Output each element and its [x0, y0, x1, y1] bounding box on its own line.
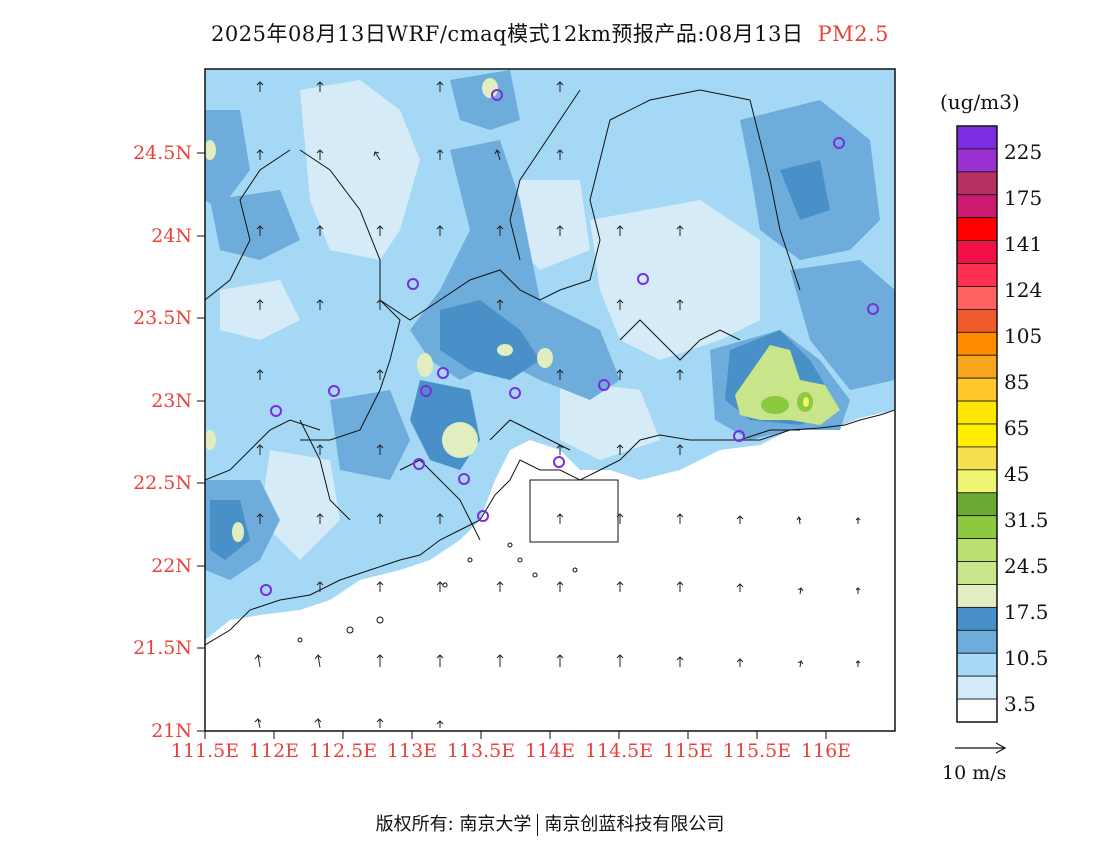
- coastline: [205, 409, 895, 646]
- colorbar-label: 175: [1004, 186, 1043, 210]
- colorbar-swatch: [956, 377, 998, 402]
- colorbar-label: 105: [1004, 324, 1043, 348]
- colorbar-label: 17.5: [1004, 600, 1049, 624]
- colorbar-frame: [956, 125, 998, 723]
- colorbar-swatch: [956, 308, 998, 333]
- colorbar-swatch: [956, 584, 998, 608]
- colorbar-label: 45: [1004, 462, 1030, 486]
- colorbar-swatch: [956, 400, 998, 425]
- wind-vectors: [254, 81, 861, 729]
- colorbar-swatch: [956, 629, 998, 654]
- x-tick-label: 113E: [386, 740, 438, 762]
- colorbar-swatch: [956, 652, 998, 677]
- colorbar-label: 124: [1004, 278, 1043, 302]
- colorbar-label: 85: [1004, 370, 1030, 394]
- colorbar-swatch: [956, 698, 998, 723]
- y-tick-label: 21.5N: [133, 637, 192, 659]
- colorbar-swatch: [956, 538, 998, 562]
- wind-legend-arrow: [955, 742, 1007, 754]
- colorbar-label: 10.5: [1004, 646, 1049, 670]
- colorbar-swatch: [956, 354, 998, 379]
- colorbar-swatch: [956, 446, 998, 471]
- colorbar-label: 24.5: [1004, 554, 1049, 578]
- colorbar-swatch: [956, 423, 998, 448]
- x-tick-label: 111.5E: [170, 740, 240, 762]
- copyright-footer: 版权所有: 南京大学 南京创蓝科技有限公司: [0, 810, 1100, 836]
- colorbar-swatch: [956, 492, 998, 517]
- x-tick-label: 112.5E: [308, 740, 378, 762]
- y-tick-label: 22N: [151, 555, 192, 577]
- colorbar-swatch: [956, 515, 998, 540]
- x-tick-label: 115.5E: [722, 740, 792, 762]
- admin-boundaries: [205, 89, 801, 541]
- x-tick-label: 114E: [524, 740, 576, 762]
- y-tick-label: 22.5N: [133, 472, 192, 494]
- x-tick-label: 113.5E: [446, 740, 516, 762]
- colorbar-label: 3.5: [1004, 692, 1036, 716]
- map-title: 2025年08月13日WRF/cmaq模式12km预报产品:08月13日 PM2.…: [211, 22, 889, 46]
- x-tick-label: 115E: [662, 740, 714, 762]
- wind-legend-label: 10 m/s: [942, 762, 1007, 784]
- y-tick-label: 24N: [151, 225, 192, 247]
- x-tick-label: 112E: [248, 740, 300, 762]
- colorbar-label: 31.5: [1004, 508, 1049, 532]
- y-tick-label: 23.5N: [133, 307, 192, 329]
- colorbar-swatch: [956, 217, 998, 242]
- colorbar-swatch: [956, 469, 998, 494]
- colorbar-unit: (ug/m3): [940, 90, 1020, 114]
- species-label: PM2.5: [817, 22, 889, 46]
- y-tick-label: 24.5N: [133, 142, 192, 164]
- colorbar-swatch: [956, 675, 998, 700]
- colorbar-label: 141: [1004, 232, 1043, 256]
- colorbar: [956, 125, 998, 723]
- colorbar-swatch: [956, 561, 998, 585]
- colorbar-swatch: [956, 125, 998, 150]
- x-tick-label: 114.5E: [584, 740, 654, 762]
- x-tick-label: 116E: [800, 740, 852, 762]
- y-tick-label: 21N: [151, 720, 192, 742]
- copyright-right: 南京创蓝科技有限公司: [544, 814, 725, 835]
- copyright-left: 版权所有: 南京大学: [375, 814, 532, 835]
- colorbar-swatch: [956, 331, 998, 356]
- station-markers: [260, 89, 879, 596]
- colorbar-swatch: [956, 286, 998, 310]
- colorbar-swatch: [956, 240, 998, 264]
- colorbar-swatch: [956, 263, 998, 287]
- y-tick-label: 23N: [151, 390, 192, 412]
- colorbar-swatch: [956, 148, 998, 173]
- colorbar-swatch: [956, 194, 998, 219]
- colorbar-swatch: [956, 171, 998, 196]
- colorbar-label: 65: [1004, 416, 1030, 440]
- colorbar-swatch: [956, 606, 998, 631]
- colorbar-label: 225: [1004, 140, 1043, 164]
